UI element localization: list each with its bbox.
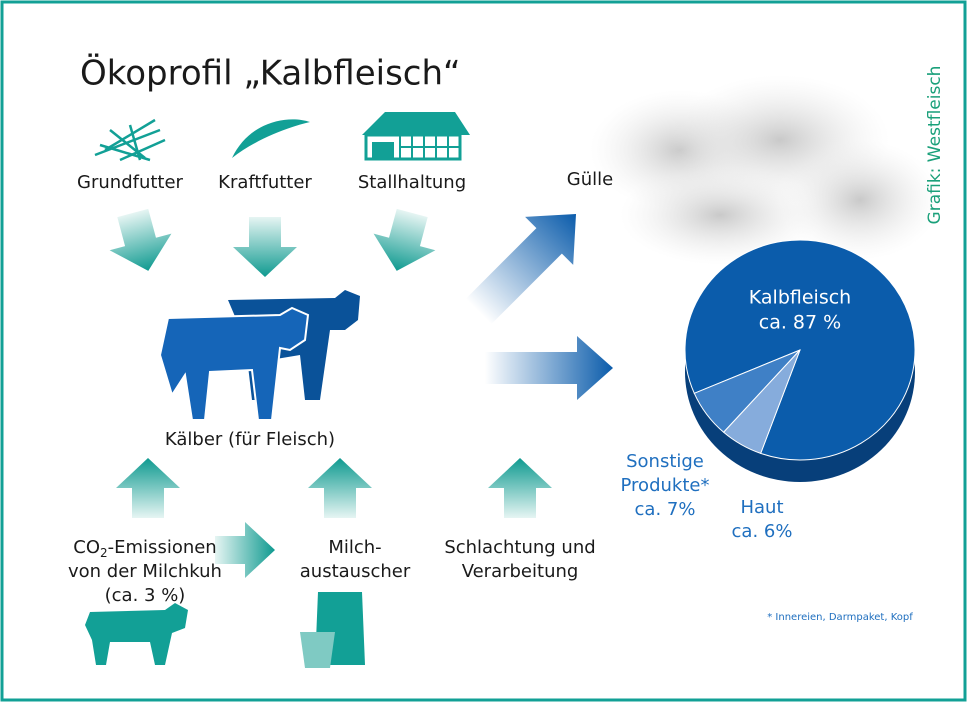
calves-icon: [160, 290, 360, 420]
down-arrows: [102, 205, 443, 280]
center-label: Kälber (für Fleisch): [165, 429, 335, 450]
credit: Grafik: Westfleisch: [925, 66, 945, 225]
slice-label: Kalbfleisch: [749, 287, 851, 309]
output-label: Gülle: [567, 169, 613, 190]
slice-label: Haut: [740, 497, 783, 518]
page: {"title": "Ökoprofil „Kalbfleisch“", "cr…: [0, 0, 967, 702]
slaughter-label: Verarbeitung: [462, 561, 579, 582]
input-label: Stallhaltung: [358, 172, 466, 193]
footnote: * Innereien, Darmpaket, Kopf: [767, 612, 913, 623]
slice-label: Sonstige: [626, 451, 704, 472]
cloud: [590, 75, 940, 265]
input-label: Grundfutter: [77, 172, 184, 193]
co2-rest: -Emissionen: [108, 537, 217, 558]
barn-icon: [362, 112, 470, 159]
feed-icon: [232, 119, 310, 158]
slice-value-label: ca. 6%: [732, 521, 793, 542]
milk-label: austauscher: [300, 561, 411, 582]
co2-lead: CO: [73, 537, 100, 558]
slice-label: Produkte*: [621, 475, 710, 496]
right-arrow: [215, 522, 275, 578]
title: Ökoprofil „Kalbfleisch“: [80, 53, 461, 94]
milk-icon: [300, 592, 365, 668]
product-arrow: [485, 336, 613, 400]
co2-sub: 2: [100, 546, 108, 560]
slice-value-label: ca. 87 %: [759, 312, 841, 334]
emission-arrow: [454, 190, 600, 336]
co2-label: CO2-Emissionen: [73, 537, 216, 560]
infographic: Ökoprofil „Kalbfleisch“ Grafik: Westflei…: [0, 0, 967, 702]
up-arrows: [116, 458, 552, 518]
co2-line: (ca. 3 %): [105, 585, 186, 606]
grass-icon: [95, 120, 165, 160]
input-label: Kraftfutter: [218, 172, 312, 193]
slice-value-label: ca. 7%: [635, 499, 696, 520]
milk-label: Milch-: [328, 537, 381, 558]
co2-line: von der Milchkuh: [68, 561, 222, 582]
slaughter-label: Schlachtung und: [444, 537, 595, 558]
cow-icon: [85, 603, 188, 665]
pie: [685, 240, 915, 482]
